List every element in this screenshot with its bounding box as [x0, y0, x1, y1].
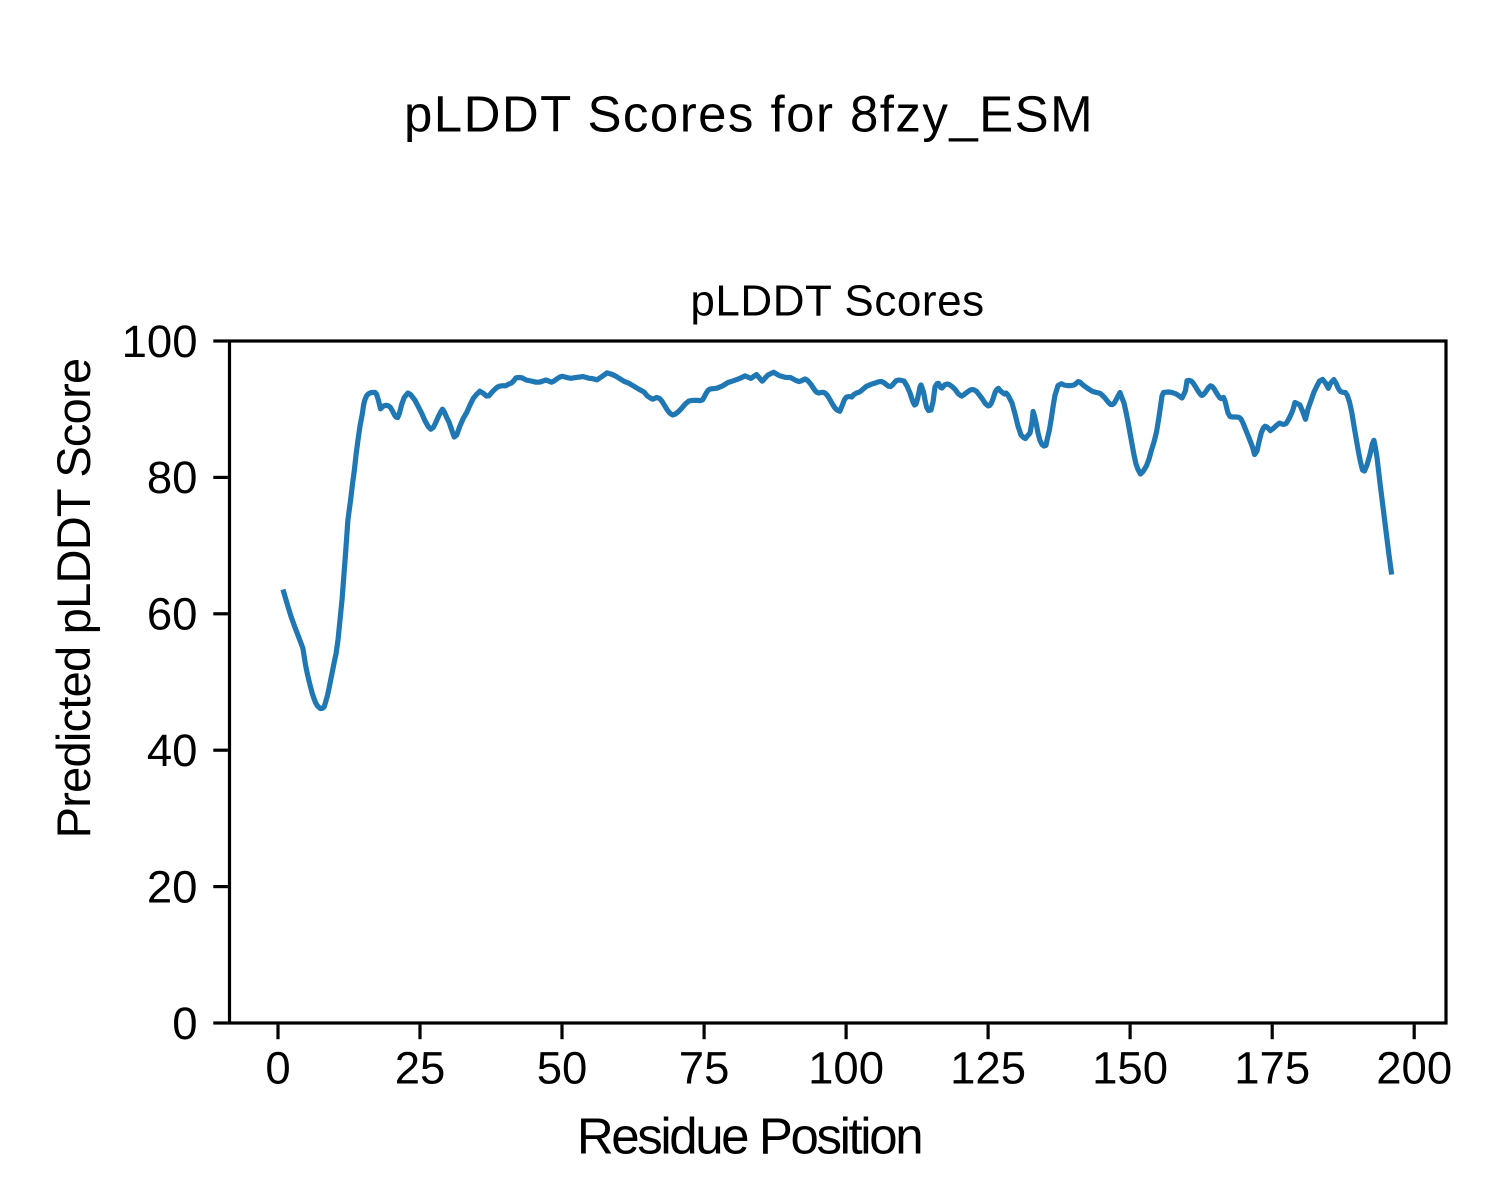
svg-text:25: 25 — [395, 1043, 446, 1094]
svg-text:20: 20 — [147, 861, 198, 912]
svg-text:40: 40 — [147, 725, 198, 776]
svg-text:0: 0 — [172, 998, 197, 1049]
svg-text:200: 200 — [1376, 1043, 1452, 1094]
svg-text:75: 75 — [679, 1043, 730, 1094]
svg-text:pLDDT Scores for 8fzy_ESM: pLDDT Scores for 8fzy_ESM — [404, 85, 1094, 142]
svg-text:50: 50 — [537, 1043, 588, 1094]
svg-text:100: 100 — [122, 316, 198, 367]
svg-text:0: 0 — [265, 1043, 290, 1094]
svg-text:pLDDT Scores: pLDDT Scores — [690, 277, 984, 326]
svg-text:175: 175 — [1234, 1043, 1310, 1094]
svg-text:60: 60 — [147, 589, 198, 640]
svg-text:125: 125 — [950, 1043, 1026, 1094]
svg-text:Predicted pLDDT Score: Predicted pLDDT Score — [47, 359, 100, 839]
svg-text:80: 80 — [147, 452, 198, 503]
svg-text:150: 150 — [1092, 1043, 1168, 1094]
svg-text:100: 100 — [808, 1043, 884, 1094]
svg-text:Residue Position: Residue Position — [577, 1107, 921, 1164]
